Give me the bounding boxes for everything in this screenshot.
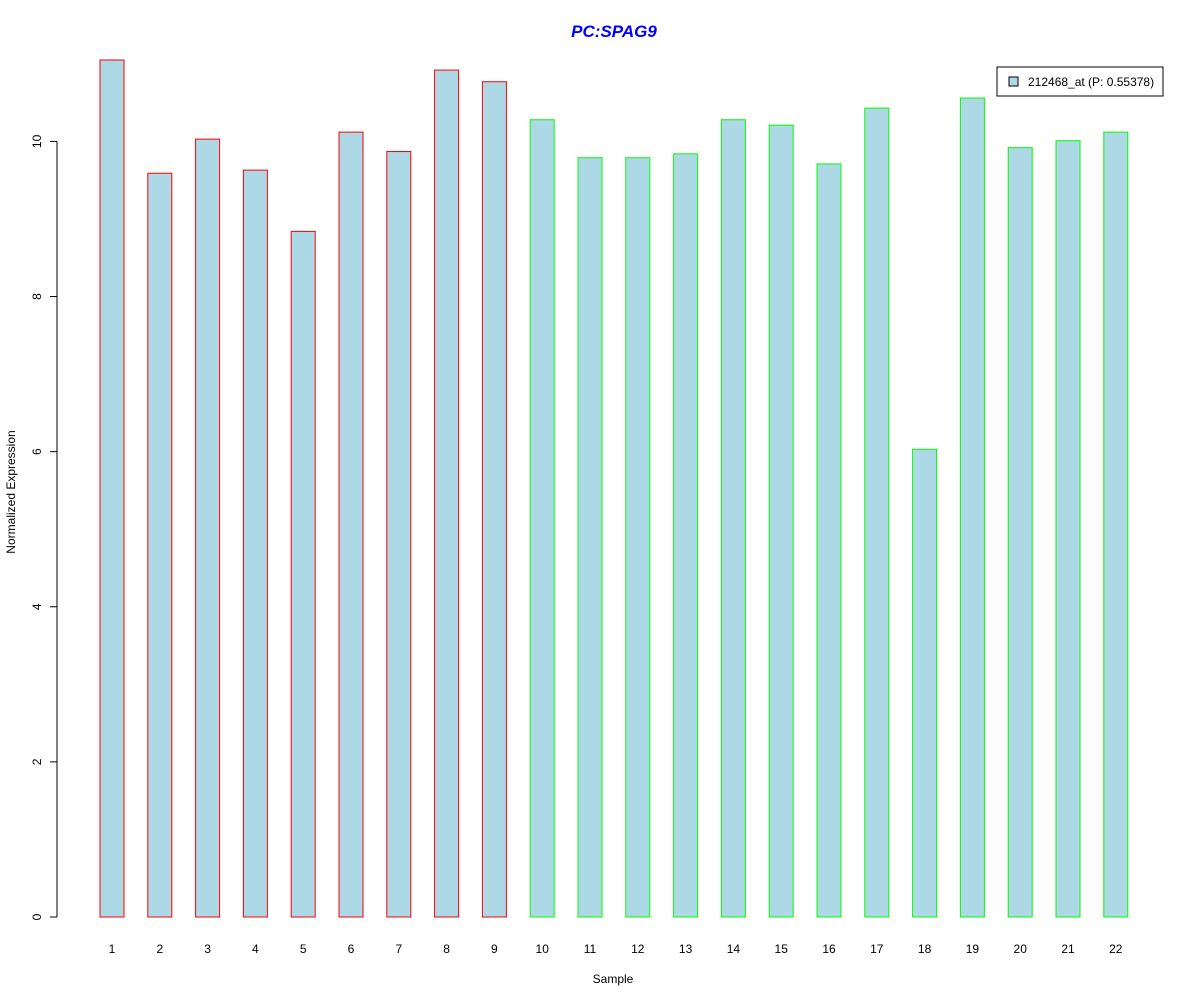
x-tick-label: 18 [918, 942, 932, 956]
bar-sample-18 [912, 448, 938, 918]
bar-sample-17 [864, 107, 890, 918]
y-axis-label: Normalized Expression [4, 430, 18, 553]
bar-sample-3 [195, 138, 221, 918]
bar-sample-12 [625, 157, 651, 918]
bars [99, 59, 1129, 918]
bar-sample-1 [99, 59, 125, 918]
x-tick-label: 5 [300, 942, 307, 956]
bar-sample-4 [242, 169, 268, 918]
x-tick-label: 2 [156, 942, 163, 956]
x-tick-labels: 1 2 3 4 5 6 7 8 9 10 11 12 13 14 15 16 17 18 19 20 21 22 [109, 942, 1123, 956]
bar-sample-5 [290, 230, 316, 918]
bar-sample-21 [1055, 140, 1081, 918]
y-tick-label: 6 [30, 448, 44, 455]
x-tick-label: 20 [1014, 942, 1028, 956]
chart-title: PC:SPAG9 [571, 22, 657, 41]
x-tick-label: 9 [491, 942, 498, 956]
x-tick-label: 15 [775, 942, 789, 956]
bar-sample-13 [673, 153, 699, 918]
bar-sample-19 [959, 97, 985, 918]
x-tick-label: 8 [443, 942, 450, 956]
bar-sample-11 [577, 157, 603, 918]
x-tick-label: 13 [679, 942, 693, 956]
legend: 212468_at (P: 0.55378) [996, 66, 1164, 97]
bar-sample-9 [481, 81, 507, 918]
x-tick-label: 17 [870, 942, 884, 956]
x-tick-label: 14 [727, 942, 741, 956]
legend-swatch [1008, 76, 1019, 87]
bar-sample-7 [386, 151, 412, 918]
bar-sample-8 [434, 69, 460, 918]
x-axis-label: Sample [593, 972, 634, 986]
x-tick-label: 19 [966, 942, 980, 956]
bar-sample-6 [338, 131, 364, 918]
bar-sample-10 [529, 119, 555, 918]
bar-sample-20 [1007, 147, 1033, 918]
x-tick-label: 16 [822, 942, 836, 956]
legend-box [996, 66, 1164, 97]
bar-sample-14 [720, 119, 746, 918]
y-tick-label: 10 [30, 134, 44, 148]
x-tick-label: 3 [204, 942, 211, 956]
x-tick-label: 22 [1109, 942, 1123, 956]
y-tick-label: 8 [30, 293, 44, 300]
bar-sample-2 [147, 172, 173, 918]
x-tick-label: 4 [252, 942, 259, 956]
x-tick-label: 21 [1061, 942, 1075, 956]
x-tick-label: 12 [631, 942, 645, 956]
y-axis: 0 2 4 6 8 10 [30, 134, 58, 920]
x-tick-label: 11 [584, 942, 597, 956]
y-tick-label: 2 [30, 758, 44, 765]
x-tick-label: 1 [109, 942, 116, 956]
x-tick-label: 10 [536, 942, 550, 956]
y-tick-label: 0 [30, 913, 44, 920]
x-tick-label: 6 [348, 942, 355, 956]
legend-label: 212468_at (P: 0.55378) [1028, 75, 1154, 89]
x-tick-label: 7 [395, 942, 402, 956]
bar-sample-22 [1103, 131, 1129, 918]
bar-sample-15 [768, 124, 794, 918]
y-tick-label: 4 [30, 603, 44, 610]
bar-sample-16 [816, 163, 842, 918]
